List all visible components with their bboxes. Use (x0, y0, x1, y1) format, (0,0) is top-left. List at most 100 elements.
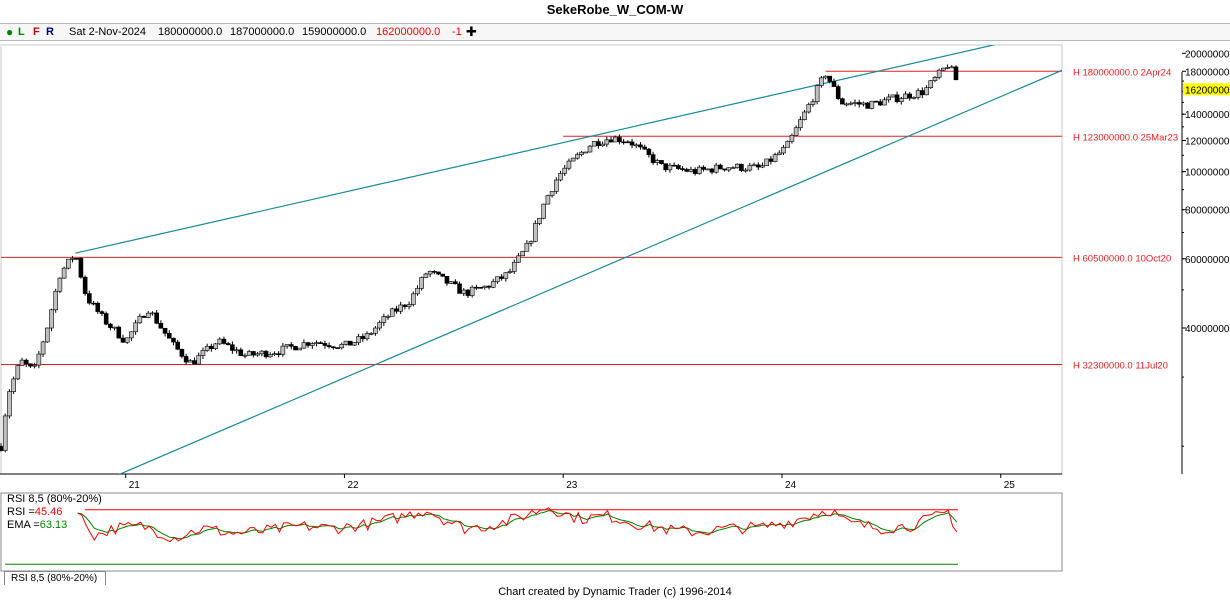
candle-body (528, 240, 534, 244)
candle-body (499, 276, 504, 279)
candle-body (368, 333, 374, 335)
candle-body (751, 164, 757, 167)
candle-body (465, 289, 471, 296)
candle-body (389, 308, 395, 317)
candle-body (903, 93, 908, 99)
candle-body (2, 415, 8, 451)
candle-body (377, 322, 382, 329)
candle-body (659, 160, 664, 164)
candle-body (882, 99, 887, 106)
candle-body (554, 179, 559, 192)
candle-body (697, 166, 702, 174)
candle-body (865, 102, 870, 109)
candle-body (66, 258, 71, 269)
candle-body (789, 135, 795, 142)
candle-body (326, 345, 332, 348)
candle-body (541, 203, 547, 219)
rsi-value: 45.46 (34, 506, 63, 518)
candle-body (646, 148, 652, 155)
candle-body (373, 327, 378, 334)
fib-tool-button[interactable]: F (33, 26, 40, 38)
candle-body (495, 276, 500, 282)
rsi-plot-frame (0, 492, 1063, 572)
candle-body (339, 344, 345, 349)
candle-body (684, 169, 690, 172)
candle-body (225, 343, 231, 346)
status-dot-icon: ● (6, 25, 14, 39)
candle-body (676, 165, 681, 169)
candle-body (840, 98, 845, 105)
candle-body (621, 141, 626, 144)
candle-body (284, 344, 290, 347)
level-label: H 60500000.0 10Oct20 (1073, 253, 1171, 264)
candle-body (276, 353, 281, 355)
candle-body (591, 141, 597, 147)
candle-body (137, 315, 143, 324)
candle-body (713, 164, 719, 173)
toolbar-date: Sat 2-Nov-2024 (69, 26, 147, 38)
candle-body (667, 164, 673, 171)
ratio-tool-button[interactable]: R (46, 26, 54, 38)
candle-body (251, 351, 256, 356)
candle-body (785, 141, 791, 148)
candle-body (907, 93, 913, 99)
candle-body (898, 98, 904, 102)
toolbar-open: 180000000.0 (158, 26, 223, 38)
candle-body (566, 160, 572, 169)
x-tick-label: 22 (347, 480, 359, 491)
rsi-panel-tab[interactable]: RSI 8,5 (80%-20%) (4, 571, 107, 585)
add-icon[interactable]: ✚ (466, 24, 477, 39)
candle-body (894, 94, 900, 102)
candle-body (175, 341, 180, 350)
candle-body (116, 326, 122, 339)
candle-body (486, 285, 492, 288)
candle-body (448, 281, 454, 284)
candle-body (352, 342, 357, 346)
candle-body (612, 136, 618, 143)
candle-body (856, 102, 862, 105)
candle-body (507, 271, 513, 273)
candle-body (831, 81, 837, 87)
candle-body (457, 283, 462, 294)
candle-body (331, 346, 336, 349)
candle-body (242, 354, 248, 357)
candle-body (91, 302, 96, 305)
candle-body (301, 342, 307, 349)
candle-body (7, 391, 12, 417)
y-tick-label: 200000000 (1185, 49, 1230, 60)
candle-body (204, 345, 210, 351)
ema-value: 63.13 (39, 519, 68, 531)
candle-body (558, 172, 563, 181)
candle-body (209, 345, 214, 349)
candle-body (819, 77, 824, 86)
candle-body (230, 344, 235, 351)
candle-body (743, 169, 748, 172)
candle-body (461, 289, 467, 294)
x-tick-label: 21 (129, 480, 141, 491)
candle-body (671, 164, 677, 167)
line-tool-button[interactable]: L (18, 26, 25, 38)
candle-body (722, 168, 727, 171)
candle-body (890, 94, 896, 98)
candle-body (154, 312, 159, 324)
candle-body (259, 350, 265, 355)
candle-body (124, 337, 130, 343)
candle-body (188, 360, 193, 363)
candle-body (432, 271, 437, 273)
candle-body (886, 96, 891, 101)
candle-body (600, 143, 605, 147)
candle-body (385, 316, 391, 318)
candle-body (734, 163, 740, 168)
candle-body (924, 87, 929, 96)
candle-body (798, 119, 803, 129)
candle-body (772, 154, 778, 162)
candle-body (949, 66, 955, 69)
candle-body (852, 102, 858, 104)
candle-body (310, 343, 315, 346)
candle-body (705, 168, 711, 171)
candle-body (768, 158, 774, 162)
candle-body (263, 350, 269, 358)
candle-body (44, 327, 50, 343)
candle-body (478, 287, 483, 289)
